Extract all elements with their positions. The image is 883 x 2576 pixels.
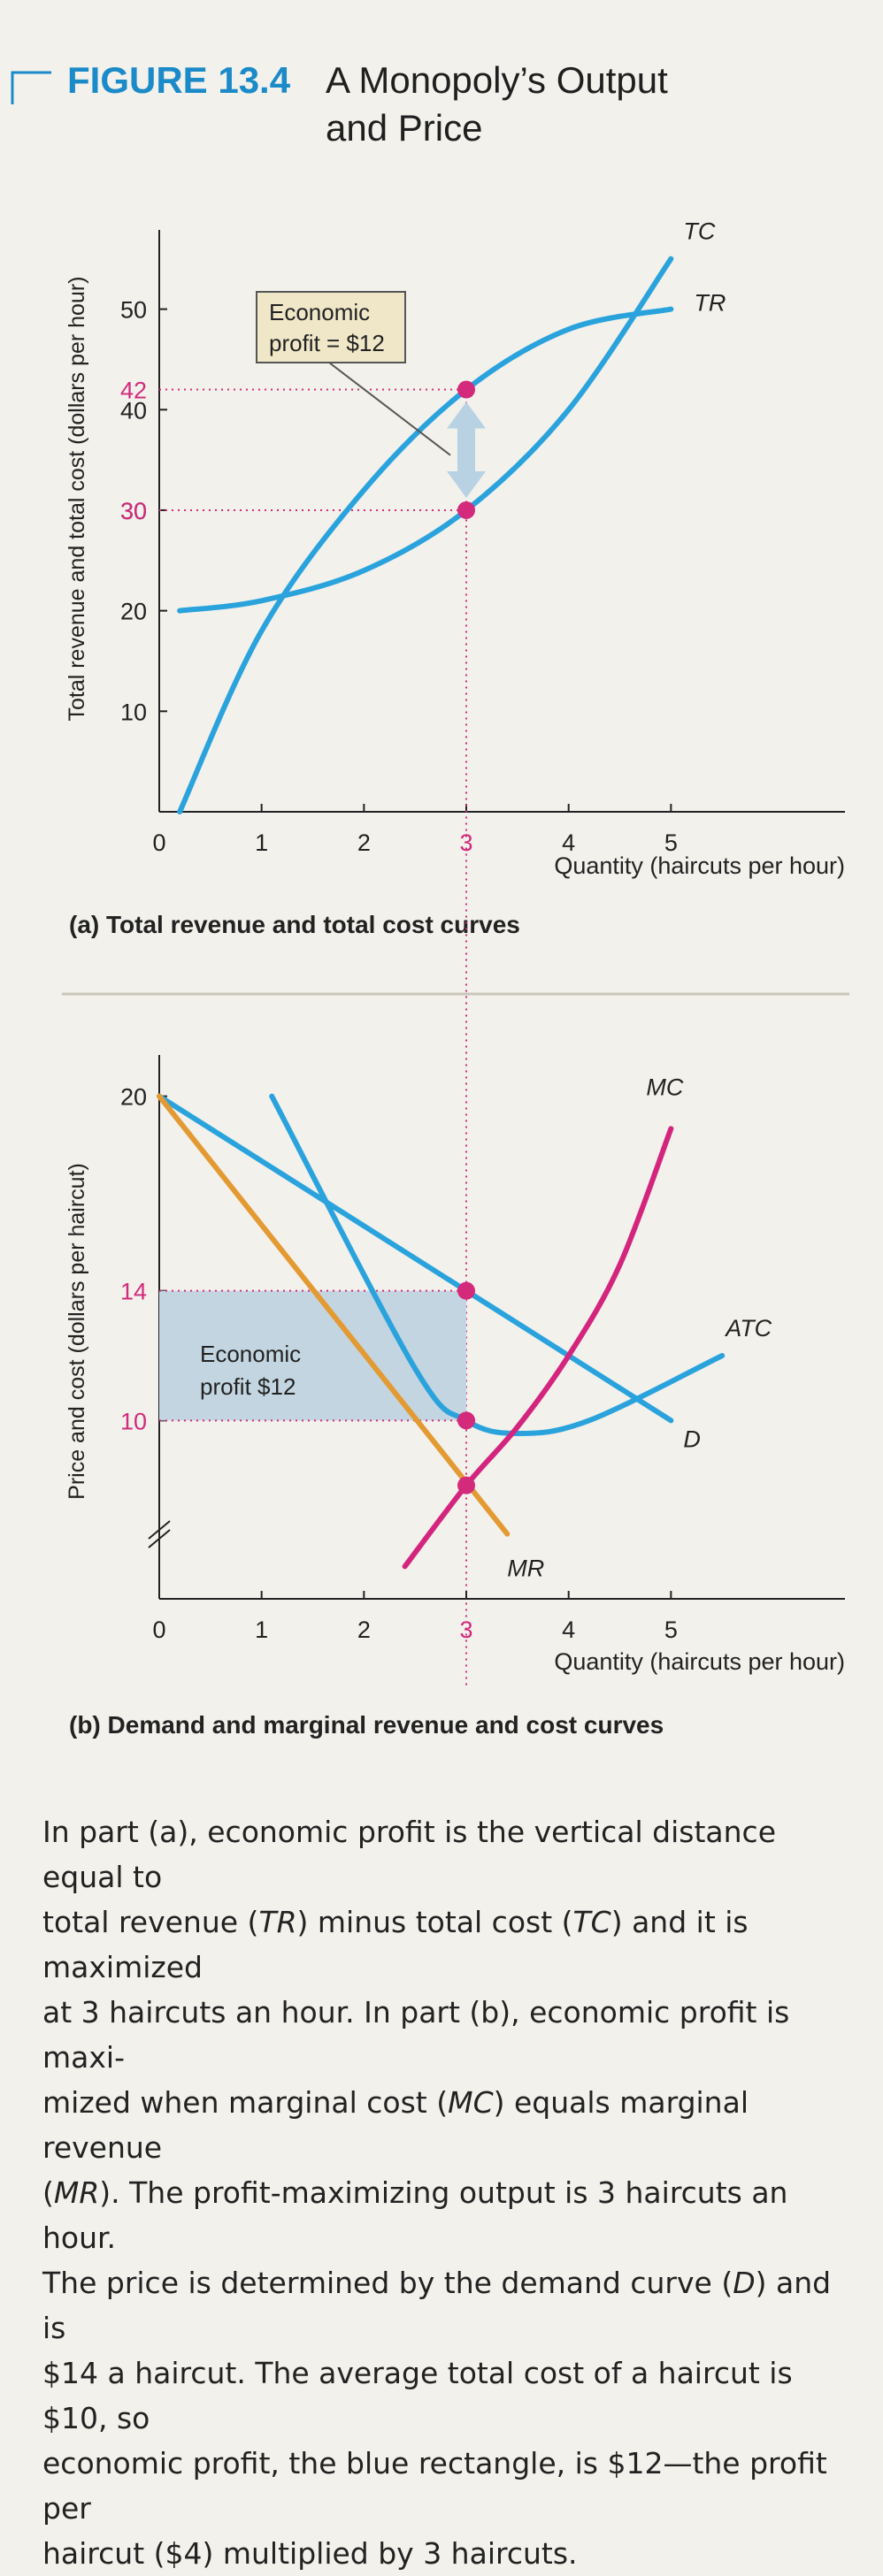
profit-label-line1: Economic xyxy=(200,1341,301,1367)
tc-curve xyxy=(177,256,674,614)
tr-point xyxy=(457,380,476,399)
caption-line: at 3 haircuts an hour. In part (b), econ… xyxy=(42,1995,790,2075)
panel-a-caption: (a) Total revenue and total cost curves xyxy=(69,911,520,938)
mr-label: MR xyxy=(507,1556,544,1582)
profit-callout-box xyxy=(256,291,406,363)
panel-b-caption: (b) Demand and marginal revenue and cost… xyxy=(69,1711,664,1739)
caption-line: economic profit, the blue rectangle, is … xyxy=(42,2446,827,2526)
panel-a-y-tick-label: 10 xyxy=(120,699,147,725)
caption-line: In part (a), economic profit is the vert… xyxy=(42,1815,776,1894)
panel-b-x-tick-label: 5 xyxy=(664,1617,678,1643)
panel-b-x-tick-label: 4 xyxy=(562,1617,575,1643)
mc-curve xyxy=(402,1126,674,1570)
panel-a-y-tick-label: 40 xyxy=(120,397,147,424)
figure-caption: In part (a), economic profit is the vert… xyxy=(42,1809,848,2576)
tc-point xyxy=(457,501,476,519)
tc-label: TC xyxy=(683,218,715,245)
caption-line: $14 a haircut. The average total cost of… xyxy=(42,2356,793,2435)
tr-value-label: 42 xyxy=(120,378,147,404)
profit-label-line2: profit $12 xyxy=(200,1373,296,1400)
panel-a-x-tick-label: 5 xyxy=(664,829,678,856)
panel-b-y-tick-label: 10 xyxy=(120,1408,147,1434)
panel-a-y-axis-label: Total revenue and total cost (dollars pe… xyxy=(65,276,89,721)
panel-a-x-tick-label: 4 xyxy=(562,829,575,856)
profit-callout-line2: profit = $12 xyxy=(269,330,385,356)
mc-mr-intersection-point xyxy=(457,1476,476,1494)
panel-a-y-tick-label: 30 xyxy=(120,498,147,524)
panel-a-x-tick-label: 0 xyxy=(152,829,165,856)
price-point xyxy=(457,1281,476,1300)
panel-b-y-tick-label: 14 xyxy=(120,1279,147,1305)
d-curve xyxy=(157,1093,674,1424)
profit-callout-line1: Economic xyxy=(269,299,370,325)
panel-b-x-tick-label: 3 xyxy=(459,1617,472,1643)
panel-b-y-tick-label: 20 xyxy=(120,1084,147,1111)
caption-line: total revenue (TR) minus total cost (TC)… xyxy=(42,1905,749,1984)
caption-line: The price is determined by the demand cu… xyxy=(42,2266,832,2345)
tr-curve xyxy=(177,306,674,814)
mr-curve xyxy=(157,1093,511,1537)
atc-point xyxy=(457,1411,476,1430)
panel-b-x-tick-label: 2 xyxy=(357,1617,371,1643)
panel-b-x-tick-label: 0 xyxy=(152,1617,165,1643)
d-label: D xyxy=(683,1426,701,1452)
tc-value-label: 30 xyxy=(120,498,147,524)
mc-label: MC xyxy=(646,1074,683,1100)
figure-svg: FIGURE 13.4 A Monopoly’s Output and Pric… xyxy=(11,59,849,1739)
figure-title-line1: A Monopoly’s Output xyxy=(326,59,668,101)
header-frame xyxy=(11,71,51,104)
caption-line: (MR). The profit-maximizing output is 3 … xyxy=(42,2175,788,2255)
callout-pointer xyxy=(328,362,451,456)
panel-a-y-tick-label: 20 xyxy=(120,599,147,625)
panel-b-x-axis-label: Quantity (haircuts per hour) xyxy=(554,1648,845,1675)
axis-break-mark xyxy=(148,1520,171,1548)
panel-a: Total revenue and total cost (dollars pe… xyxy=(65,218,845,1685)
panel-a-y-tick-label: 50 xyxy=(120,297,147,324)
panel-a-x-tick-label: 2 xyxy=(357,829,371,856)
panel-b-x-tick-label: 1 xyxy=(255,1617,268,1643)
panel-a-x-axis-label: Quantity (haircuts per hour) xyxy=(554,852,845,879)
panel-b: Price and cost (dollars per haircut) Qua… xyxy=(65,1055,845,1739)
figure-number: FIGURE 13.4 xyxy=(67,59,291,101)
caption-line: mized when marginal cost (MC) equals mar… xyxy=(42,2085,749,2165)
atc-label: ATC xyxy=(724,1315,772,1342)
figure-title-line2: and Price xyxy=(326,107,482,149)
figure-page: { "figure": { "number": "FIGURE 13.4", "… xyxy=(11,59,849,2571)
panel-b-y-axis-label: Price and cost (dollars per haircut) xyxy=(65,1163,89,1500)
caption-line: haircut ($4) multiplied by 3 haircuts. xyxy=(42,2536,578,2571)
tr-label: TR xyxy=(694,290,726,317)
panel-a-x-tick-label: 1 xyxy=(255,829,268,856)
economic-profit-rectangle xyxy=(159,1290,467,1421)
profit-distance-arrow xyxy=(447,401,487,498)
